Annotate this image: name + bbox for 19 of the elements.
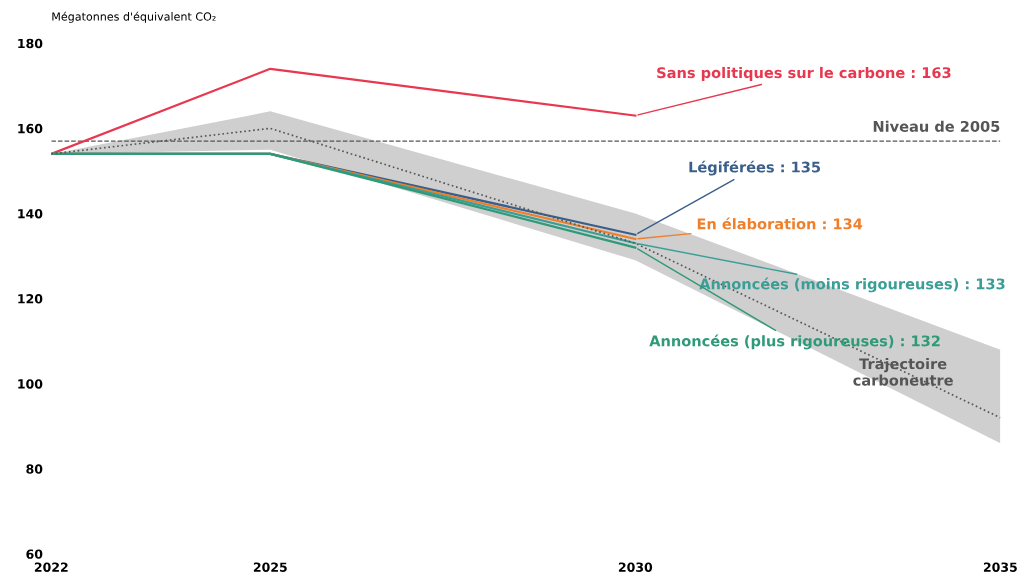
text: En élaboration : 134	[697, 217, 863, 230]
text: Annoncées (moins rigoureuses) : 133	[699, 277, 1005, 293]
y-tick-label: 100	[18, 379, 43, 389]
text: Légiférées : 135	[689, 160, 821, 176]
text: Annoncées (plus rigoureuses) : 132	[649, 334, 940, 350]
ref-line-label: Niveau de 2005	[873, 120, 1000, 132]
x-tick-label: 2030	[618, 562, 653, 572]
y-axis-title: Mégatonnes d'équivalent CO₂	[52, 11, 216, 23]
y-tick-label: 60	[26, 549, 43, 559]
y-tick-label: 160	[18, 123, 43, 134]
text: Sans politiques sur le carbone : 163	[657, 66, 951, 82]
y-tick-label: 120	[18, 294, 43, 304]
series-label: Trajectoire carboneutre	[853, 358, 953, 386]
y-tick-label: 180	[18, 38, 43, 49]
y-tick-label: 140	[18, 208, 43, 219]
x-tick-label: 2022	[34, 562, 68, 572]
y-tick-label: 80	[26, 464, 43, 474]
x-tick-label: 2025	[253, 562, 287, 572]
x-tick-label: 2035	[983, 562, 1017, 572]
